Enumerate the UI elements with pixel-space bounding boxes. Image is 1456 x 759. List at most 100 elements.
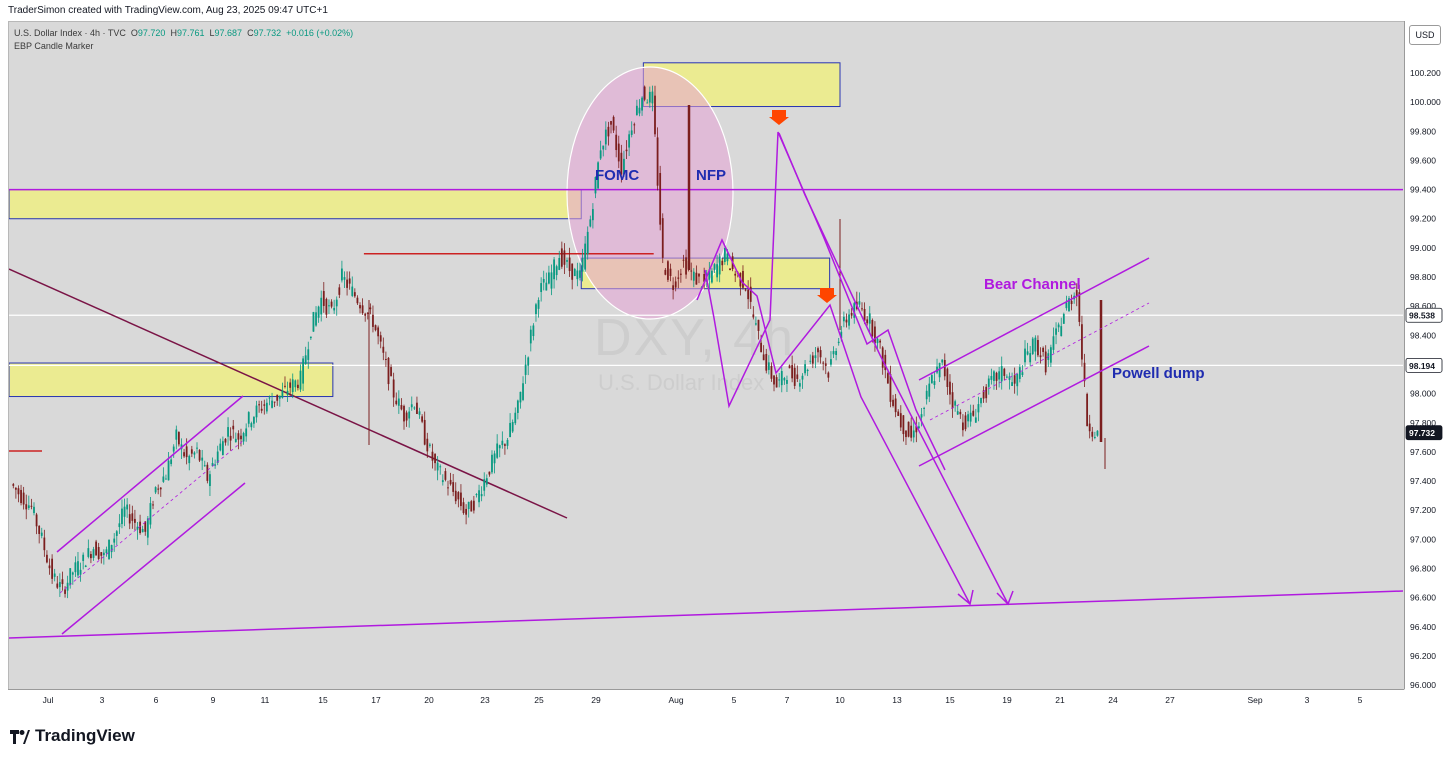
candle-body bbox=[770, 365, 773, 379]
time-tick-label: 20 bbox=[424, 695, 434, 705]
candle-body bbox=[460, 492, 462, 507]
candle-body bbox=[253, 417, 255, 424]
candle-body bbox=[22, 492, 25, 505]
candle-body bbox=[1091, 431, 1094, 437]
candle-body bbox=[439, 466, 442, 468]
candle-body bbox=[884, 354, 887, 371]
candle-body bbox=[654, 95, 656, 135]
candle-body bbox=[915, 426, 918, 433]
candle-body bbox=[38, 525, 41, 534]
candle-body bbox=[284, 385, 286, 387]
candle-body bbox=[742, 271, 744, 288]
candle-body bbox=[692, 271, 695, 281]
candle-body bbox=[995, 372, 998, 381]
candle-body bbox=[571, 263, 574, 280]
candle-body bbox=[493, 453, 496, 464]
candle-body bbox=[685, 257, 687, 275]
candle-body bbox=[677, 277, 680, 279]
candle-body bbox=[470, 501, 473, 512]
candle-body bbox=[400, 405, 403, 410]
candle-body bbox=[77, 561, 79, 576]
candle-body bbox=[734, 273, 737, 276]
low-label: L bbox=[209, 28, 215, 38]
candle-body bbox=[956, 411, 959, 415]
candle-body bbox=[876, 338, 879, 344]
candle-body bbox=[428, 444, 431, 446]
candle-body bbox=[793, 367, 796, 386]
candle-body bbox=[1086, 393, 1089, 426]
candle-body bbox=[1055, 328, 1057, 335]
candle-body bbox=[237, 433, 240, 440]
candle-body bbox=[61, 579, 64, 585]
price-tick-label: 96.200 bbox=[1410, 651, 1436, 661]
candle-body bbox=[1065, 302, 1068, 309]
channel-jul-mid bbox=[59, 439, 245, 594]
tradingview-logo[interactable]: TradingView bbox=[10, 726, 135, 746]
candle-body bbox=[273, 401, 276, 403]
candle-body bbox=[315, 312, 317, 326]
time-tick-label: 11 bbox=[261, 695, 270, 705]
price-tick-label: 100.200 bbox=[1410, 68, 1441, 78]
candle-body bbox=[623, 158, 625, 175]
candle-body bbox=[395, 400, 398, 405]
candle-body bbox=[322, 291, 325, 306]
indicator-name[interactable]: EBP Candle Marker bbox=[14, 41, 94, 51]
candle-body bbox=[317, 306, 320, 318]
candle-body bbox=[726, 253, 729, 262]
candle-body bbox=[56, 583, 59, 588]
candle-body bbox=[861, 308, 863, 310]
candle-body bbox=[532, 325, 535, 337]
candle-body bbox=[718, 256, 721, 275]
candle-body bbox=[874, 326, 876, 344]
demand-zone-left bbox=[9, 362, 334, 398]
candle-body bbox=[933, 381, 936, 385]
price-tick-label: 98.600 bbox=[1410, 301, 1436, 311]
candle-body bbox=[656, 137, 659, 186]
candle-body bbox=[232, 425, 235, 430]
candle-body bbox=[990, 375, 993, 380]
candle-body bbox=[475, 494, 478, 496]
candle-body bbox=[755, 323, 757, 325]
candle-body bbox=[664, 269, 667, 275]
candle-body bbox=[1011, 382, 1013, 386]
candle-body bbox=[299, 370, 302, 390]
candle-body bbox=[102, 552, 105, 556]
candle-body bbox=[1093, 436, 1096, 438]
bear-channel-mid bbox=[929, 302, 1150, 421]
candle-body bbox=[501, 440, 504, 446]
candle-body bbox=[333, 307, 336, 311]
candle-body bbox=[447, 487, 449, 489]
candle-body bbox=[309, 336, 312, 339]
price-tick-label: 98.000 bbox=[1410, 389, 1436, 399]
close-value: 97.732 bbox=[253, 28, 282, 38]
time-scale[interactable] bbox=[8, 689, 1404, 710]
candle-body bbox=[379, 335, 382, 342]
candle-body bbox=[814, 355, 817, 359]
candle-body bbox=[126, 504, 129, 510]
candle-body bbox=[558, 257, 561, 270]
currency-button[interactable]: USD bbox=[1409, 25, 1441, 45]
candle-body bbox=[573, 268, 576, 276]
candle-body bbox=[392, 379, 395, 398]
candle-body bbox=[196, 447, 198, 449]
candle-body bbox=[397, 398, 400, 406]
candle-body bbox=[268, 397, 271, 399]
candle-body bbox=[418, 411, 421, 415]
candle-body bbox=[638, 107, 641, 114]
candle-body bbox=[242, 433, 245, 442]
candle-body bbox=[594, 177, 597, 194]
price-scale[interactable] bbox=[1404, 21, 1449, 689]
candle-body bbox=[912, 430, 915, 438]
candle-body bbox=[830, 359, 832, 365]
candle-body bbox=[708, 269, 711, 280]
candle-body bbox=[27, 505, 30, 509]
candle-body bbox=[113, 538, 116, 543]
candle-body bbox=[506, 439, 509, 446]
candle-body bbox=[661, 218, 664, 258]
candle-body bbox=[149, 503, 152, 525]
candle-body bbox=[302, 358, 304, 384]
price-tick-label: 99.800 bbox=[1410, 126, 1436, 136]
candle-body bbox=[320, 297, 323, 315]
candle-body bbox=[669, 268, 672, 276]
candle-body bbox=[998, 371, 1001, 380]
